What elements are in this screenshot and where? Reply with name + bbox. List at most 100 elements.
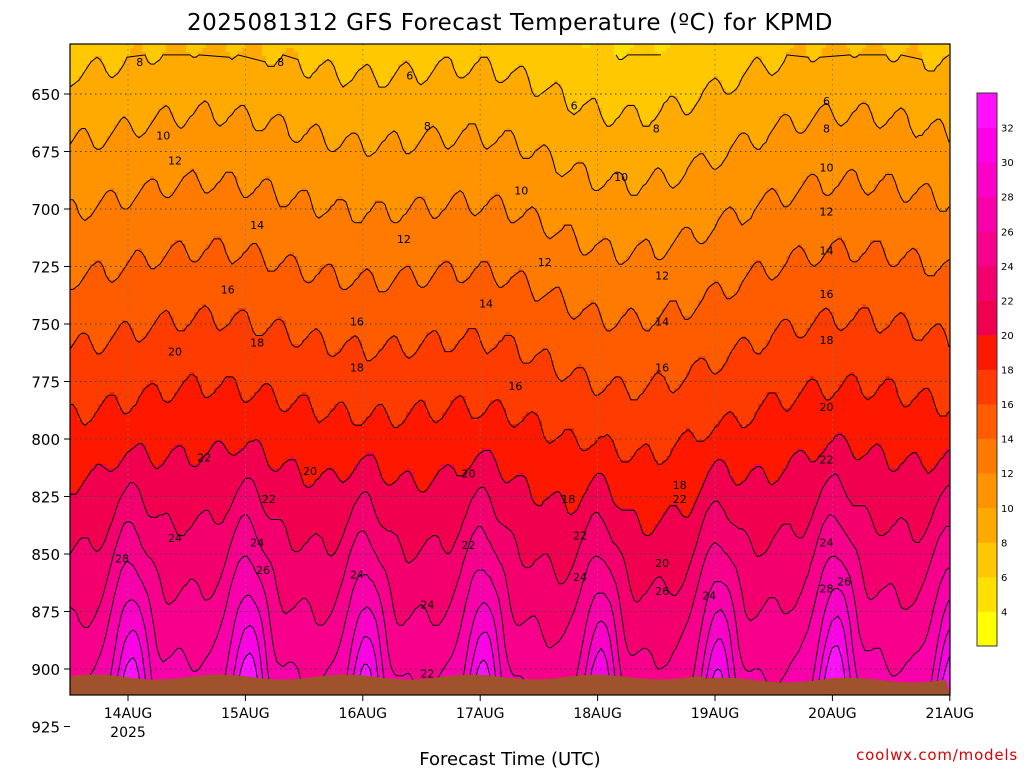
temperature-cell: [186, 136, 191, 141]
temperature-cell: [114, 416, 119, 421]
temperature-cell: [118, 408, 123, 413]
temperature-cell: [110, 508, 115, 513]
temperature-cell: [74, 260, 79, 265]
temperature-cell: [134, 320, 139, 325]
temperature-cell: [162, 344, 167, 349]
temperature-cell: [130, 496, 135, 501]
temperature-cell: [142, 524, 147, 529]
temperature-cell: [170, 416, 175, 421]
temperature-cell: [110, 576, 115, 581]
temperature-cell: [170, 472, 175, 477]
temperature-cell: [86, 44, 91, 49]
temperature-cell: [90, 540, 95, 545]
temperature-cell: [78, 196, 83, 201]
temperature-cell: [174, 256, 179, 261]
temperature-cell: [182, 264, 187, 269]
temperature-cell: [126, 224, 131, 229]
temperature-cell: [114, 96, 119, 101]
temperature-cell: [162, 616, 167, 621]
temperature-cell: [170, 424, 175, 429]
temperature-cell: [190, 344, 195, 349]
temperature-cell: [98, 492, 103, 497]
temperature-cell: [142, 48, 147, 53]
temperature-cell: [162, 628, 167, 633]
temperature-cell: [182, 496, 187, 501]
temperature-cell: [106, 532, 111, 537]
temperature-cell: [190, 220, 195, 225]
temperature-cell: [86, 160, 91, 165]
temperature-cell: [110, 428, 115, 433]
temperature-cell: [150, 468, 155, 473]
temperature-cell: [82, 520, 87, 525]
temperature-cell: [106, 76, 111, 81]
temperature-cell: [94, 376, 99, 381]
temperature-cell: [138, 376, 143, 381]
temperature-cell: [170, 276, 175, 281]
temperature-cell: [82, 108, 87, 113]
temperature-cell: [138, 124, 143, 129]
temperature-cell: [94, 468, 99, 473]
temperature-cell: [154, 280, 159, 285]
temperature-cell: [186, 440, 191, 445]
temperature-cell: [146, 64, 151, 69]
temperature-cell: [74, 112, 79, 117]
temperature-cell: [166, 580, 171, 585]
temperature-cell: [158, 584, 163, 589]
temperature-cell: [90, 156, 95, 161]
temperature-cell: [182, 252, 187, 257]
temperature-cell: [118, 60, 123, 65]
temperature-cell: [130, 540, 135, 545]
temperature-cell: [118, 524, 123, 529]
temperature-cell: [178, 248, 183, 253]
temperature-cell: [182, 564, 187, 569]
temperature-cell: [86, 232, 91, 237]
temperature-cell: [86, 148, 91, 153]
temperature-cell: [78, 464, 83, 469]
temperature-cell: [102, 636, 107, 641]
temperature-cell: [158, 304, 163, 309]
temperature-cell: [110, 340, 115, 345]
temperature-cell: [146, 556, 151, 561]
temperature-cell: [178, 656, 183, 661]
temperature-cell: [146, 520, 151, 525]
temperature-cell: [118, 328, 123, 333]
temperature-cell: [102, 56, 107, 61]
temperature-cell: [150, 156, 155, 161]
temperature-cell: [74, 624, 79, 629]
temperature-cell: [114, 500, 119, 505]
temperature-cell: [130, 108, 135, 113]
temperature-cell: [82, 176, 87, 181]
temperature-cell: [114, 624, 119, 629]
temperature-cell: [94, 324, 99, 329]
temperature-cell: [166, 300, 171, 305]
temperature-cell: [138, 288, 143, 293]
temperature-cell: [122, 292, 127, 297]
temperature-cell: [106, 392, 111, 397]
temperature-cell: [174, 508, 179, 513]
temperature-cell: [142, 516, 147, 521]
temperature-cell: [102, 116, 107, 121]
temperature-cell: [158, 80, 163, 85]
temperature-cell: [174, 140, 179, 145]
temperature-cell: [130, 664, 135, 669]
temperature-cell: [166, 320, 171, 325]
temperature-cell: [70, 572, 75, 577]
temperature-cell: [162, 560, 167, 565]
temperature-cell: [86, 588, 91, 593]
temperature-cell: [146, 204, 151, 209]
temperature-cell: [138, 364, 143, 369]
temperature-cell: [86, 368, 91, 373]
temperature-cell: [90, 636, 95, 641]
temperature-cell: [106, 452, 111, 457]
temperature-cell: [174, 132, 179, 137]
temperature-cell: [74, 316, 79, 321]
temperature-cell: [174, 488, 179, 493]
temperature-cell: [78, 420, 83, 425]
temperature-cell: [130, 252, 135, 257]
temperature-cell: [174, 172, 179, 177]
temperature-cell: [70, 252, 75, 257]
temperature-cell: [182, 276, 187, 281]
temperature-cell: [110, 412, 115, 417]
temperature-cell: [70, 268, 75, 273]
temperature-cell: [154, 440, 159, 445]
